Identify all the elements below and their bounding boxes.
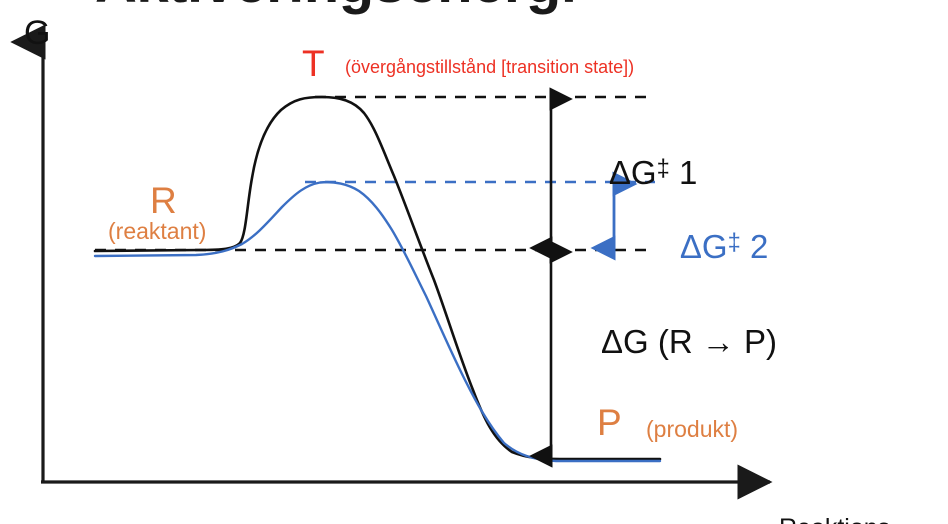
- reactant-symbol: R: [150, 180, 177, 221]
- x-axis-label: Reaktions- koordinat: [779, 458, 899, 524]
- transition-state-caption: (övergångstillstånd [transition state]): [345, 57, 635, 77]
- double-dagger-icon: ‡: [656, 154, 670, 182]
- slide-title: Aktiveringsenergi: [95, 0, 577, 12]
- product-caption: (produkt): [646, 416, 739, 442]
- x-axis-label-line-1: Reaktions-: [779, 514, 899, 524]
- delta-g-1-base: ΔG: [608, 154, 657, 191]
- delta-g-2-base: ΔG: [679, 228, 728, 265]
- product-symbol: P: [597, 402, 622, 443]
- y-axis-label: G: [24, 14, 51, 52]
- transition-state-symbol: T: [302, 43, 325, 84]
- delta-g-2-number: 2: [740, 228, 769, 265]
- delta-g-activation-1-label: ΔG‡ 1: [574, 123, 697, 222]
- energy-curve-catalyzed: [93, 180, 662, 463]
- delta-g-1-number: 1: [669, 154, 698, 191]
- reactant-caption: (reaktant): [108, 218, 207, 244]
- delta-g-activation-2-label: ΔG‡ 2: [645, 197, 768, 296]
- delta-g-reaction-label: ΔG (R → P): [601, 323, 778, 360]
- double-dagger-icon: ‡: [727, 228, 741, 256]
